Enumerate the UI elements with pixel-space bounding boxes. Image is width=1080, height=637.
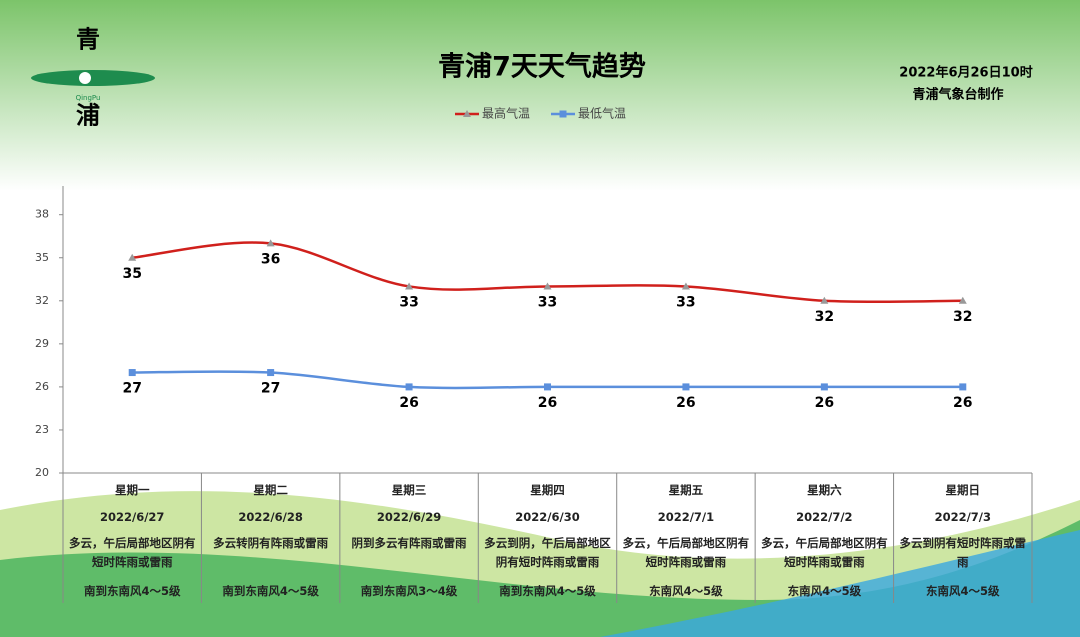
table-cell: 2022/6/30 [515, 510, 580, 524]
data-point [543, 282, 552, 290]
logo-shape [31, 70, 155, 86]
chart-title: 青浦7天天气趋势 [438, 51, 646, 83]
data-label: 27 [122, 381, 141, 397]
table-cell: 星期日 [945, 483, 981, 497]
table-cell: 多云，午后局部地区阴有短时阵雨或雷雨 [761, 536, 888, 569]
y-tick-label: 20 [35, 466, 49, 479]
y-tick-label: 26 [35, 380, 49, 393]
table-cell: 2022/7/3 [934, 510, 991, 524]
table-cell: 东南风4～5级 [787, 584, 862, 598]
data-label: 26 [815, 395, 834, 411]
table-cell: 多云，午后局部地区阴有短时阵雨或雷雨 [622, 536, 750, 569]
data-label: 27 [261, 381, 280, 397]
data-label: 33 [676, 294, 695, 310]
data-point [820, 383, 828, 391]
data-label: 26 [538, 395, 557, 411]
wave [600, 530, 1080, 637]
table-cell: 星期三 [391, 483, 427, 497]
data-point [544, 383, 551, 391]
table-cell: 星期二 [253, 483, 288, 497]
table-cell: 多云转阴有阵雨或雷雨 [213, 536, 329, 550]
y-tick-label: 23 [35, 423, 49, 436]
data-point [959, 383, 967, 391]
table-cell: 多云到阴，午后局部地区阴有短时阵雨或雷雨 [484, 536, 611, 569]
data-label: 35 [122, 266, 141, 282]
table-cell: 2022/6/29 [376, 510, 442, 524]
logo-shape [79, 72, 91, 84]
legend-marker [463, 110, 471, 117]
data-point [128, 253, 137, 261]
data-label: 36 [261, 251, 280, 267]
data-point [266, 239, 275, 247]
table-cell: 2022/6/28 [238, 510, 303, 524]
table-cell: 东南风4～5级 [926, 584, 1000, 598]
legend-label: 最高气温 [482, 106, 530, 121]
data-label: 26 [953, 395, 972, 411]
legend-marker [559, 110, 567, 118]
y-tick-label: 38 [35, 208, 49, 221]
table-cell: 东南风4～5级 [649, 584, 723, 598]
table-cell: 2022/7/2 [796, 510, 853, 524]
data-label: 33 [538, 294, 557, 310]
data-label: 32 [815, 309, 834, 325]
data-label: 33 [399, 294, 418, 310]
data-point [267, 369, 275, 377]
table-cell: 星期四 [530, 483, 565, 497]
y-tick-label: 29 [35, 337, 49, 350]
data-point [405, 383, 413, 391]
issuer: 青浦气象台制作 [912, 87, 1003, 103]
table-cell: 南到东南风3～4级 [360, 584, 458, 598]
data-point [128, 369, 136, 377]
y-tick-label: 35 [35, 251, 49, 264]
data-label: 26 [676, 395, 695, 411]
data-point [405, 282, 414, 290]
data-label: 32 [953, 309, 972, 325]
y-tick-label: 32 [35, 294, 49, 307]
legend-label: 最低气温 [578, 106, 626, 121]
table-cell: 星期一 [114, 483, 150, 497]
table-cell: 南到东南风4～5级 [499, 584, 596, 598]
data-point [820, 296, 829, 304]
data-point [681, 282, 690, 290]
table-cell: 星期六 [807, 483, 842, 497]
table-cell: 2022/7/1 [657, 510, 715, 524]
logo-text: 浦 [76, 102, 100, 130]
issued-time: 2022年6月26日10时 [899, 65, 1032, 81]
table-cell: 2022/6/27 [100, 510, 165, 524]
table-cell: 南到东南风4～5级 [83, 584, 181, 598]
data-point [958, 296, 967, 304]
table-cell: 阴到多云有阵雨或雷雨 [351, 536, 467, 550]
data-label: 26 [399, 395, 418, 411]
table-cell: 多云，午后局部地区阴有短时阵雨或雷雨 [68, 536, 196, 569]
table-cell: 南到东南风4～5级 [222, 584, 319, 598]
data-point [682, 383, 690, 391]
logo-text: 青 [76, 27, 100, 54]
table-cell: 多云到阴有短时阵雨或雷雨 [899, 536, 1027, 569]
table-cell: 星期五 [668, 483, 704, 497]
logo-text: QingPu [76, 94, 101, 102]
